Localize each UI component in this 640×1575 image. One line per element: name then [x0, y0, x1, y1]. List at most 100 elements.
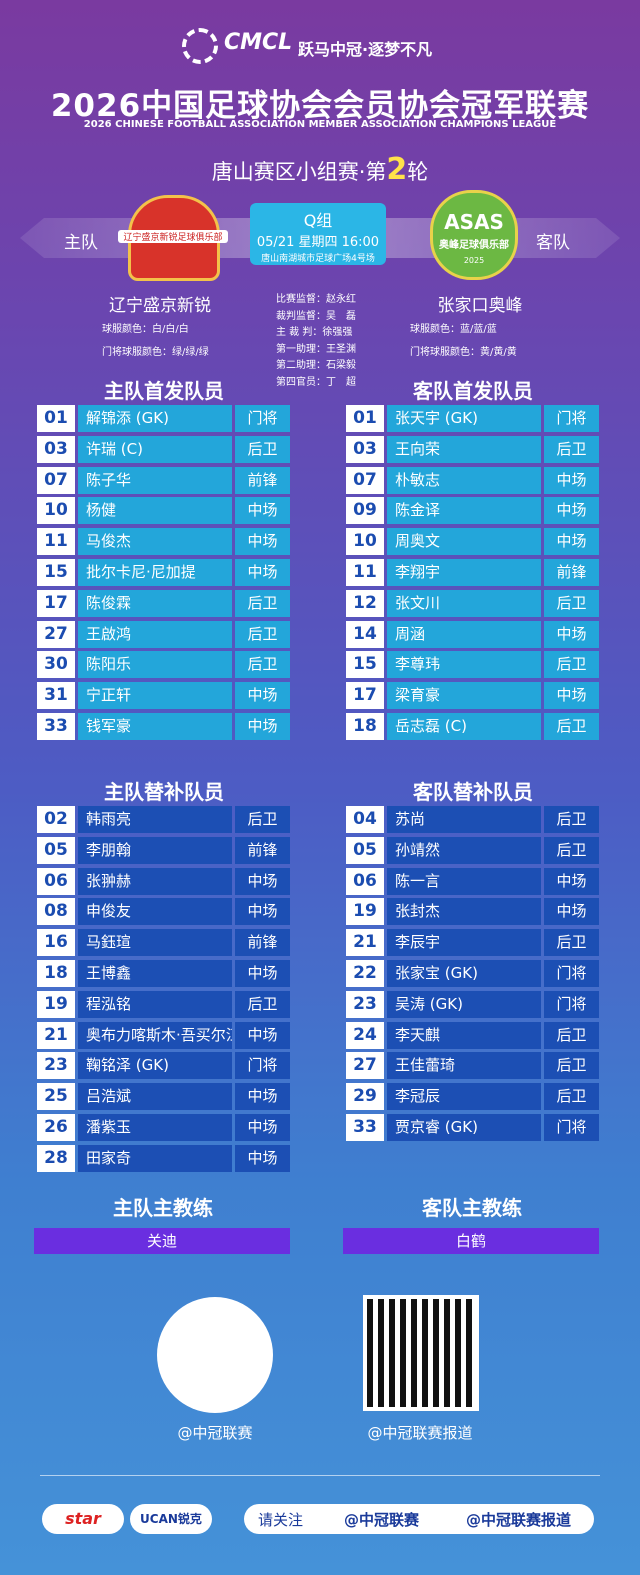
player-position: 后卫 [544, 435, 599, 463]
away-name: 张家口奥峰 [437, 296, 523, 316]
player-name: 奥布力喀斯木·吾买尔江 [78, 1021, 232, 1049]
player-number: 26 [37, 1114, 75, 1141]
away-coach: 白鹤 [343, 1228, 599, 1254]
player-number: 12 [346, 589, 384, 617]
player-position: 后卫 [235, 620, 290, 648]
player-number: 27 [37, 620, 75, 648]
player-number: 33 [37, 713, 75, 740]
player-number: 17 [37, 589, 75, 617]
home-gk-kit: 门将球服颜色：绿/绿/绿 [102, 347, 209, 358]
player-number: 29 [346, 1083, 384, 1111]
home-logo-text: 辽宁盛京新锐足球俱乐部 [118, 230, 228, 243]
player-number: 07 [37, 466, 75, 494]
player-number: 07 [346, 466, 384, 494]
player-number: 27 [346, 1052, 384, 1080]
official: 第四官员：丁 超 [276, 376, 356, 388]
player-name: 陈子华 [78, 466, 232, 494]
player-position: 后卫 [235, 435, 290, 463]
player-position: 后卫 [544, 1083, 599, 1111]
player-number: 15 [37, 559, 75, 586]
player-number: 03 [37, 435, 75, 463]
player-name: 吕浩斌 [78, 1083, 232, 1111]
qr-left-caption: @中冠联赛 [177, 1424, 253, 1442]
player-number: 19 [346, 898, 384, 926]
player-position: 后卫 [544, 651, 599, 679]
player-position: 门将 [544, 990, 599, 1018]
player-name: 陈俊霖 [78, 589, 232, 617]
datetime: 05/21 星期四 16:00 [256, 235, 380, 250]
player-position: 门将 [235, 405, 290, 432]
official: 第一助理：王圣渊 [276, 343, 356, 355]
player-name: 宁正轩 [78, 682, 232, 710]
player-name: 田家奇 [78, 1144, 232, 1172]
player-name: 吴涛 (GK) [387, 990, 541, 1018]
logo-text: CMCL [224, 30, 293, 55]
player-name: 鞠铭泽 (GK) [78, 1052, 232, 1080]
player-number: 16 [37, 929, 75, 957]
player-number: 04 [346, 806, 384, 833]
player-position: 中场 [235, 1021, 290, 1049]
player-name: 杨健 [78, 497, 232, 525]
player-name: 李朋翰 [78, 836, 232, 864]
player-name: 李辰宇 [387, 929, 541, 957]
official: 主 裁 判：徐强强 [276, 327, 353, 338]
player-number: 31 [37, 682, 75, 710]
player-position: 中场 [235, 1083, 290, 1111]
player-number: 03 [346, 435, 384, 463]
player-position: 后卫 [235, 589, 290, 617]
player-number: 25 [37, 1083, 75, 1111]
player-name: 王啟鸿 [78, 620, 232, 648]
player-name: 潘紫玉 [78, 1114, 232, 1141]
player-name: 梁育豪 [387, 682, 541, 710]
round-prefix: 唐山赛区小组赛·第 [211, 160, 387, 184]
player-number: 09 [346, 497, 384, 525]
player-number: 21 [346, 929, 384, 957]
player-position: 后卫 [235, 651, 290, 679]
player-name: 周涵 [387, 620, 541, 648]
player-position: 后卫 [235, 990, 290, 1018]
player-name: 李翔宇 [387, 559, 541, 586]
player-name: 张天宇 (GK) [387, 405, 541, 432]
round-suffix: 轮 [407, 160, 429, 184]
round-number: 2 [386, 152, 408, 187]
player-position: 门将 [235, 1052, 290, 1080]
player-position: 中场 [544, 466, 599, 494]
follow: 请关注 [258, 1511, 304, 1529]
player-name: 贾京睿 (GK) [387, 1114, 541, 1141]
player-name: 苏尚 [387, 806, 541, 833]
player-position: 后卫 [544, 1052, 599, 1080]
player-position: 中场 [235, 559, 290, 586]
player-number: 19 [37, 990, 75, 1018]
player-number: 15 [346, 651, 384, 679]
player-position: 中场 [235, 497, 290, 525]
player-position: 后卫 [235, 806, 290, 833]
player-name: 陈一言 [387, 867, 541, 895]
round: 唐山赛区小组赛·第2轮 [0, 152, 640, 187]
player-position: 中场 [544, 898, 599, 926]
player-position: 门将 [544, 1114, 599, 1141]
player-name: 陈金译 [387, 497, 541, 525]
player-number: 05 [37, 836, 75, 864]
player-position: 后卫 [544, 1021, 599, 1049]
player-number: 01 [346, 405, 384, 432]
away-kit: 球服颜色：蓝/蓝/蓝 [410, 324, 497, 335]
sponsor-1: star [42, 1504, 124, 1534]
player-number: 18 [37, 960, 75, 987]
qr-mini-program [157, 1297, 273, 1413]
away-logo-text: ASAS [444, 210, 504, 234]
section-heading: 客队替补队员 [413, 780, 533, 804]
venue: 唐山南湖城市足球广场4号场 [261, 254, 375, 264]
player-number: 18 [346, 713, 384, 740]
player-position: 中场 [235, 528, 290, 556]
player-number: 17 [346, 682, 384, 710]
player-name: 程泓铭 [78, 990, 232, 1018]
player-position: 前锋 [235, 466, 290, 494]
player-number: 14 [346, 620, 384, 648]
player-name: 解锦添 (GK) [78, 405, 232, 432]
player-name: 马鈺瑄 [78, 929, 232, 957]
player-number: 11 [346, 559, 384, 586]
player-name: 孙靖然 [387, 836, 541, 864]
away-coach-heading: 客队主教练 [422, 1196, 522, 1220]
player-position: 后卫 [544, 806, 599, 833]
home-coach: 关迪 [34, 1228, 290, 1254]
